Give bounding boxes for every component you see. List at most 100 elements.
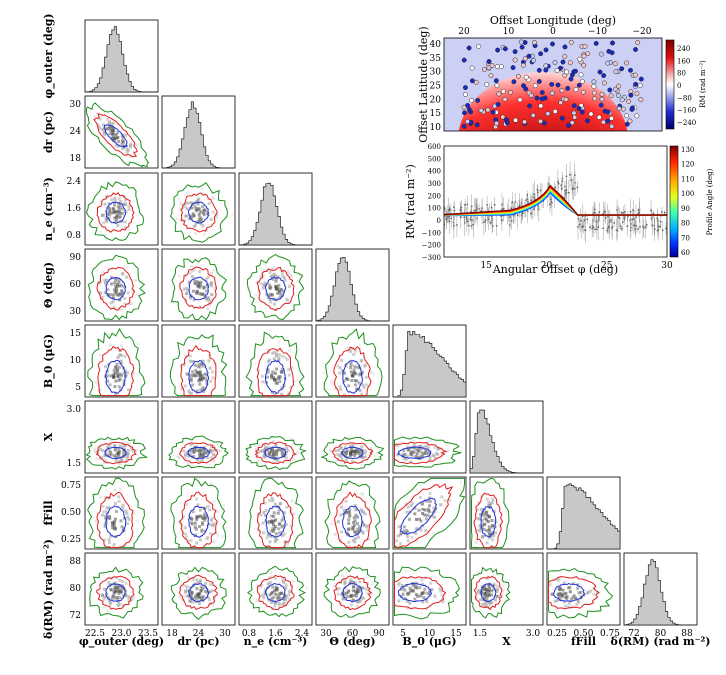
density-cell xyxy=(349,366,353,370)
density-cell xyxy=(130,446,133,450)
contour-outer xyxy=(89,566,144,619)
density-cell xyxy=(267,350,270,354)
density-cell xyxy=(113,581,117,585)
density-cell xyxy=(484,589,488,593)
density-cell xyxy=(277,604,281,608)
density-cell xyxy=(105,506,109,510)
density-cell xyxy=(265,375,269,379)
density-cell xyxy=(331,584,335,588)
density-cell xyxy=(269,274,273,278)
density-cell xyxy=(203,585,207,589)
density-cell xyxy=(272,511,276,515)
source-marker xyxy=(581,62,587,68)
density-cell xyxy=(483,510,487,514)
density-cell xyxy=(402,525,406,529)
density-cell xyxy=(270,612,274,616)
density-cell xyxy=(199,589,203,592)
density-cell xyxy=(414,455,417,459)
rm-profile-plot: 15 20 25 306005004003002001000−100−200−300A… xyxy=(404,143,714,276)
data-point xyxy=(583,219,586,222)
data-point xyxy=(487,218,490,221)
density-cell xyxy=(448,498,452,502)
source-marker xyxy=(508,89,514,95)
density-cell xyxy=(201,516,205,520)
density-cell xyxy=(360,509,364,513)
density-cell xyxy=(356,448,359,452)
source-marker xyxy=(461,123,467,129)
density-cell xyxy=(440,495,444,499)
density-cell xyxy=(364,455,368,459)
density-cell xyxy=(277,353,281,356)
density-cell xyxy=(107,454,111,458)
density-cell xyxy=(555,599,559,603)
density-cell xyxy=(199,538,202,542)
density-cell xyxy=(484,512,488,516)
contour-panel-delta_RM-vs-phi_outer xyxy=(84,552,159,626)
density-cell xyxy=(112,543,116,547)
density-cell xyxy=(198,217,202,221)
density-cell xyxy=(199,283,202,287)
density-cell xyxy=(271,527,275,531)
density-cell xyxy=(114,181,118,185)
density-cell xyxy=(122,285,126,289)
density-cell xyxy=(181,515,185,519)
density-cell xyxy=(118,307,122,311)
density-cell xyxy=(194,533,198,537)
density-cell xyxy=(193,205,197,209)
density-cell xyxy=(98,278,102,282)
density-cell xyxy=(181,218,185,222)
density-cell xyxy=(354,590,358,593)
density-cell xyxy=(500,593,504,597)
density-cell xyxy=(410,535,414,539)
density-cell xyxy=(202,285,206,289)
density-cell xyxy=(405,583,409,587)
density-cell xyxy=(129,154,133,158)
density-cell xyxy=(352,585,355,589)
density-cell xyxy=(101,221,105,225)
rm-colorbar-tick: 80 xyxy=(681,220,690,228)
rm-colorbar-tick: 90 xyxy=(681,205,690,213)
density-cell xyxy=(277,527,281,531)
density-cell xyxy=(195,449,199,452)
density-cell xyxy=(105,453,109,457)
density-cell xyxy=(415,452,419,456)
data-point xyxy=(595,220,598,223)
density-cell xyxy=(188,598,192,602)
density-cell xyxy=(187,280,191,284)
source-marker xyxy=(577,56,583,62)
density-cell xyxy=(502,584,505,588)
source-marker xyxy=(585,118,590,124)
density-cell xyxy=(134,143,138,147)
data-point xyxy=(589,226,591,229)
density-cell xyxy=(107,538,111,542)
source-marker xyxy=(579,78,585,84)
density-cell xyxy=(345,531,349,535)
density-cell xyxy=(123,225,127,229)
density-cell xyxy=(194,597,198,601)
source-marker xyxy=(512,49,518,55)
density-cell xyxy=(120,587,124,591)
density-cell xyxy=(257,444,261,448)
source-marker xyxy=(466,106,472,112)
density-cell xyxy=(484,603,488,607)
hist-panel-n_e xyxy=(238,172,313,246)
density-cell xyxy=(328,448,332,452)
y-tick-label: 30 xyxy=(70,100,82,110)
x-tick-label: 3.0 xyxy=(526,629,541,639)
density-cell xyxy=(200,374,204,378)
y-tick-label: 24 xyxy=(70,127,82,137)
density-cell xyxy=(121,445,125,449)
density-cell xyxy=(273,378,276,382)
contour-outer xyxy=(87,477,145,549)
density-cell xyxy=(405,510,409,514)
density-cell xyxy=(481,586,485,590)
density-cell xyxy=(355,379,359,383)
density-cell xyxy=(207,202,211,206)
density-cell xyxy=(427,453,431,457)
map-colorbar-tick: 80 xyxy=(677,70,686,78)
density-cell xyxy=(340,458,344,462)
density-cell xyxy=(191,275,195,279)
density-cell xyxy=(344,499,348,503)
density-cell xyxy=(98,290,102,294)
source-marker xyxy=(543,47,549,53)
